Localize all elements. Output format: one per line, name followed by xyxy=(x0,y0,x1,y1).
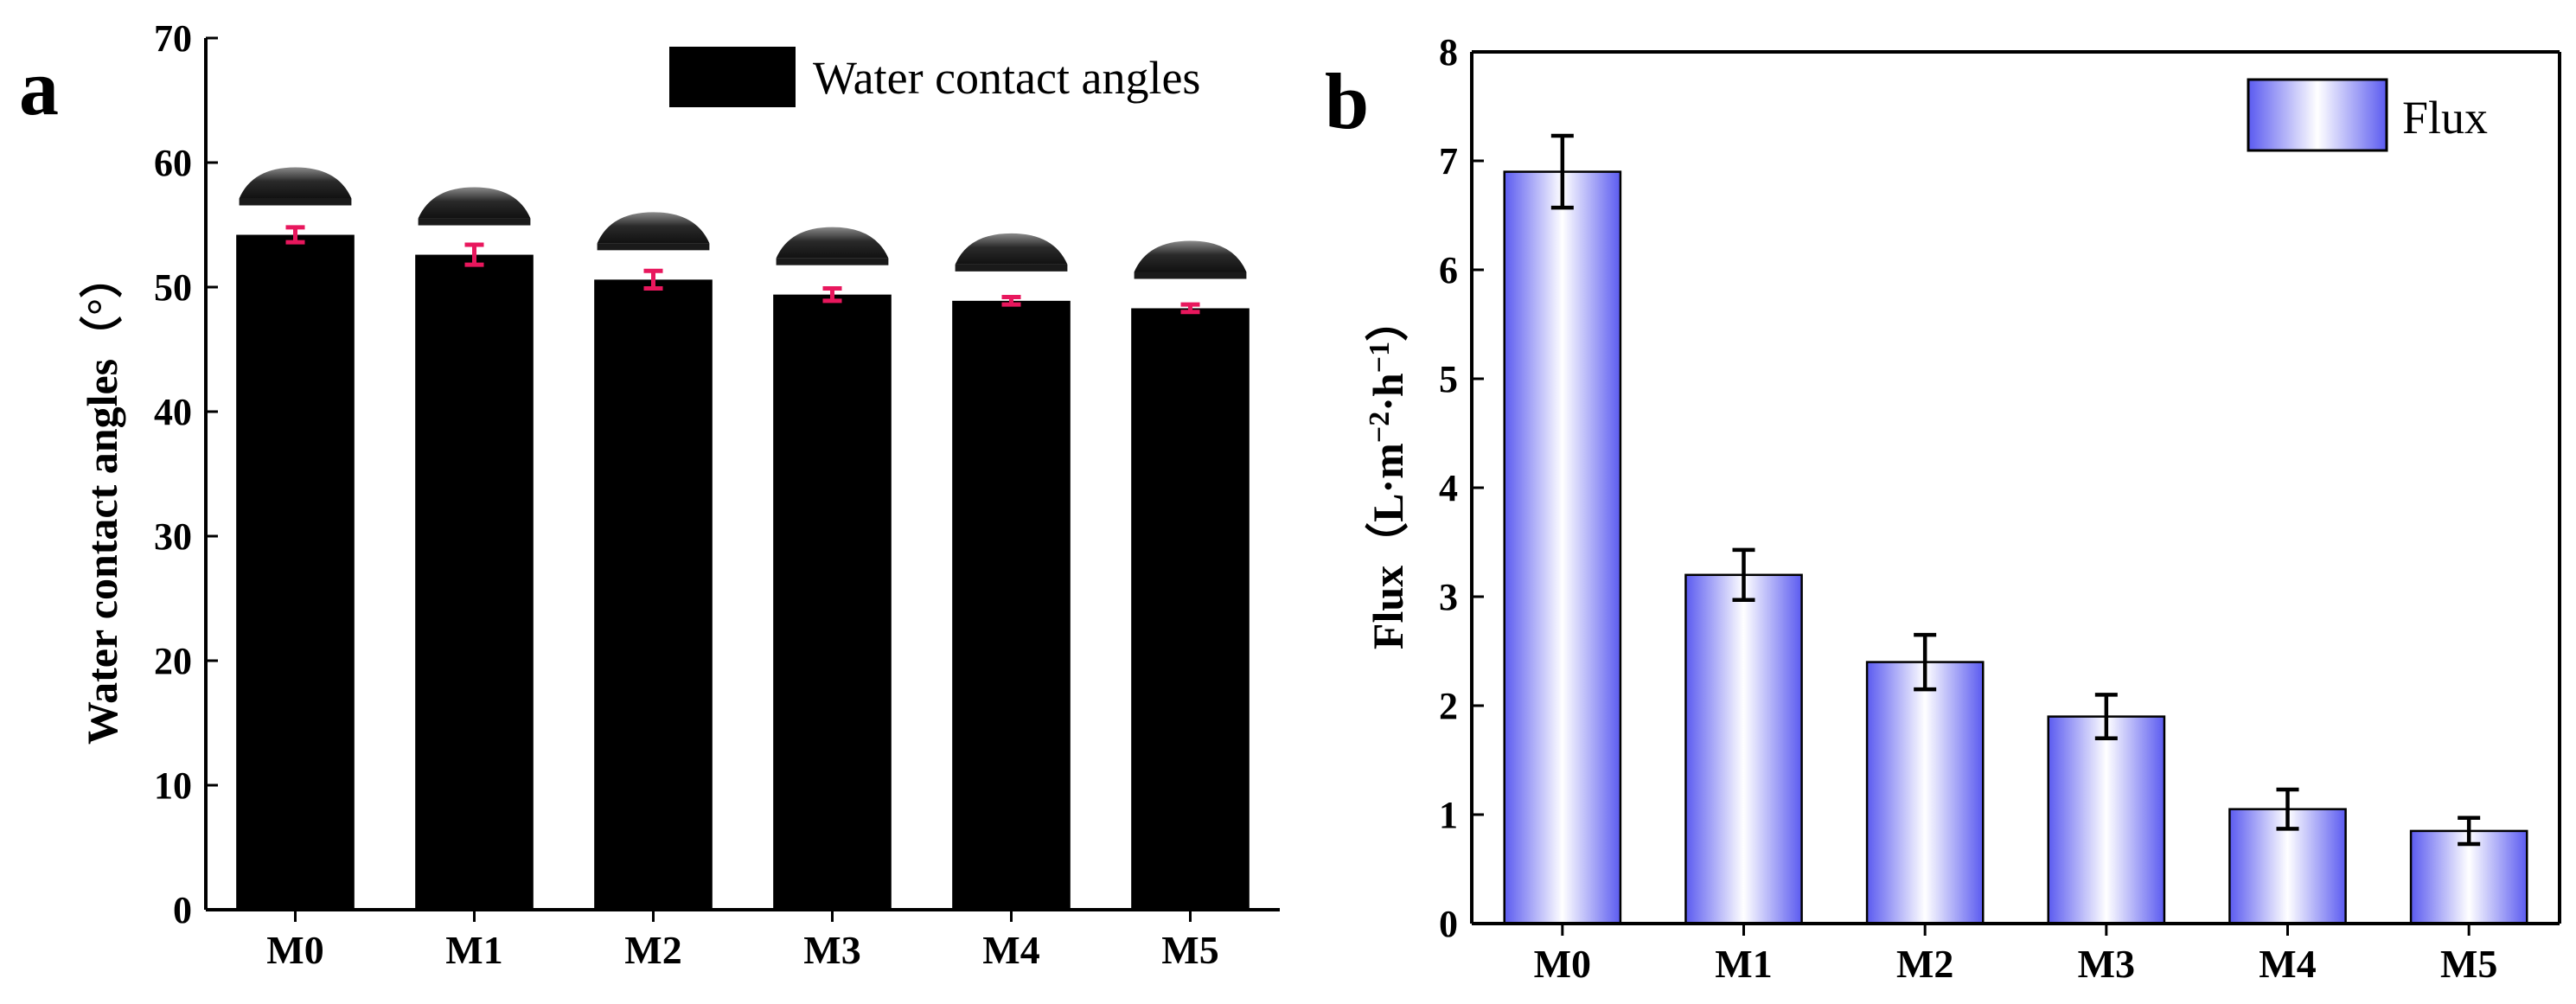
chart-a-error-bar-M5 xyxy=(1180,302,1200,315)
chart-b-y-title-exp2: −1 xyxy=(1364,342,1396,373)
chart-b-y-axis-title: Flux（L·m−2·h−1） xyxy=(1364,298,1412,649)
droplet-substrate xyxy=(776,258,889,265)
droplet-icon xyxy=(955,233,1068,265)
chart-b-y-title-mid: ·h xyxy=(1364,373,1412,412)
chart-b-bars xyxy=(1503,170,2528,925)
chart-a-y-tick-label: 60 xyxy=(154,142,192,184)
chart-b-y-title-end: ） xyxy=(1364,298,1412,342)
chart-b-error-bar-M4 xyxy=(2276,787,2299,831)
chart-a-error-bar-M4 xyxy=(1001,295,1021,307)
chart-a-x-tick-label: M5 xyxy=(1161,928,1218,972)
chart-b-error-bar-M3 xyxy=(2094,693,2118,741)
chart-a-error-bar-M1 xyxy=(464,242,484,267)
chart-b-x-tick-label: M5 xyxy=(2440,942,2497,986)
chart-b-y-tick-label: 4 xyxy=(1439,467,1458,509)
chart-b-y-title-main: Flux（L·m xyxy=(1364,443,1412,649)
chart-b-y-tick-label: 1 xyxy=(1439,794,1458,836)
chart-a-bar-M4 xyxy=(952,300,1071,911)
chart-a-y-axis-title: Water contact angles（°） xyxy=(78,255,126,745)
chart-b-y-tick-label: 3 xyxy=(1439,576,1458,618)
chart-a-y-tick-label: 70 xyxy=(154,17,192,60)
chart-a-bar-M1 xyxy=(415,254,534,910)
droplet-substrate xyxy=(1134,272,1247,279)
chart-a-y-tick-label: 20 xyxy=(154,640,192,682)
chart-b-legend-label: Flux xyxy=(2402,92,2488,144)
chart-b-x-tick-label: M2 xyxy=(1896,942,1953,986)
chart-a-bar-M5 xyxy=(1131,308,1250,911)
chart-a-axes: 0 10 20 30 40 50 60 70 M0 M1 M2 M3 M4 M5 xyxy=(154,17,1280,972)
chart-b-x-tick-label: M3 xyxy=(2078,942,2135,986)
chart-b-legend: Flux xyxy=(2247,78,2488,152)
chart-a-y-tick-label: 10 xyxy=(154,764,192,807)
droplet-substrate xyxy=(239,198,352,206)
droplet-image-M3 xyxy=(776,227,889,265)
chart-a-error-bar-M2 xyxy=(643,268,663,291)
chart-b-error-bar-M0 xyxy=(1550,133,1574,210)
chart-b-y-tick-label: 5 xyxy=(1439,358,1458,400)
chart-a-x-tick-label: M3 xyxy=(803,928,860,972)
chart-a-bar-M0 xyxy=(236,234,355,910)
chart-a-y-tick-label: 30 xyxy=(154,515,192,558)
chart-b-bar-M5 xyxy=(2409,829,2528,925)
chart-a-x-tick-label: M1 xyxy=(445,928,502,972)
chart-b-error-bar-M1 xyxy=(1732,547,1755,603)
panel-b-letter: b xyxy=(1325,57,1369,145)
chart-a-error-bar-M3 xyxy=(822,285,842,304)
chart-a-x-tick-label: M4 xyxy=(982,928,1039,972)
droplet-image-M0 xyxy=(239,167,352,206)
droplet-image-M1 xyxy=(418,187,531,226)
chart-b: 0 1 2 3 4 5 6 7 8 M0 M1 M2 M3 M4 M5 Flux（L·m−2·h−1） Fl… xyxy=(1364,31,2561,986)
droplet-icon xyxy=(776,227,889,259)
chart-b-legend-swatch xyxy=(2247,78,2388,152)
chart-b-y-tick-label: 7 xyxy=(1439,140,1458,182)
chart-b-y-title-exp1: −2 xyxy=(1364,412,1396,443)
chart-a-y-tick-label: 0 xyxy=(173,889,192,931)
chart-b-x-tick-label: M1 xyxy=(1715,942,1772,986)
chart-a-error-bars xyxy=(285,225,1200,315)
droplet-icon xyxy=(239,167,352,199)
chart-b-error-bars xyxy=(1550,133,2481,847)
chart-a-error-bar-M0 xyxy=(285,225,305,245)
droplet-icon xyxy=(597,212,710,244)
chart-b-error-bar-M2 xyxy=(1914,632,1937,692)
chart-a-y-tick-label: 50 xyxy=(154,266,192,309)
chart-b-x-tick-label: M4 xyxy=(2259,942,2316,986)
chart-b-y-tick-label: 6 xyxy=(1439,249,1458,291)
droplet-image-M5 xyxy=(1134,240,1247,279)
chart-a-bars xyxy=(236,234,1250,911)
chart-a-legend-swatch xyxy=(669,47,796,107)
chart-b-bar-M0 xyxy=(1503,170,1622,925)
droplet-icon xyxy=(1134,240,1247,272)
chart-b-y-tick-label: 0 xyxy=(1439,903,1458,945)
droplet-substrate xyxy=(597,243,710,251)
chart-b-y-tick-label: 2 xyxy=(1439,685,1458,727)
chart-b-bar-M3 xyxy=(2047,715,2166,925)
droplet-image-M2 xyxy=(597,212,710,251)
chart-a-bar-M2 xyxy=(594,279,713,910)
chart-a-y-tick-label: 40 xyxy=(154,391,192,433)
chart-b-error-bar-M5 xyxy=(2458,815,2481,847)
droplet-substrate xyxy=(418,218,531,226)
chart-a-legend: Water contact angles xyxy=(669,47,1200,107)
chart-b-bar-M2 xyxy=(1865,661,1985,925)
chart-a-legend-label: Water contact angles xyxy=(813,52,1200,104)
chart-a-x-tick-label: M0 xyxy=(266,928,323,972)
chart-a-droplets xyxy=(239,167,1247,279)
chart-b-x-tick-label: M0 xyxy=(1534,942,1591,986)
chart-a-bar-M3 xyxy=(773,294,892,910)
chart-a: 0 10 20 30 40 50 60 70 M0 M1 M2 M3 M4 M5 Water contac… xyxy=(78,17,1280,972)
chart-a-x-tick-label: M2 xyxy=(624,928,681,972)
droplet-image-M4 xyxy=(955,233,1068,272)
droplet-icon xyxy=(418,187,531,219)
chart-b-y-tick-label: 8 xyxy=(1439,31,1458,74)
droplet-substrate xyxy=(955,264,1068,272)
chart-b-bar-M1 xyxy=(1684,573,1803,925)
panel-a-letter: a xyxy=(19,43,59,131)
chart-b-axes: 0 1 2 3 4 5 6 7 8 M0 M1 M2 M3 M4 M5 xyxy=(1439,31,2561,986)
